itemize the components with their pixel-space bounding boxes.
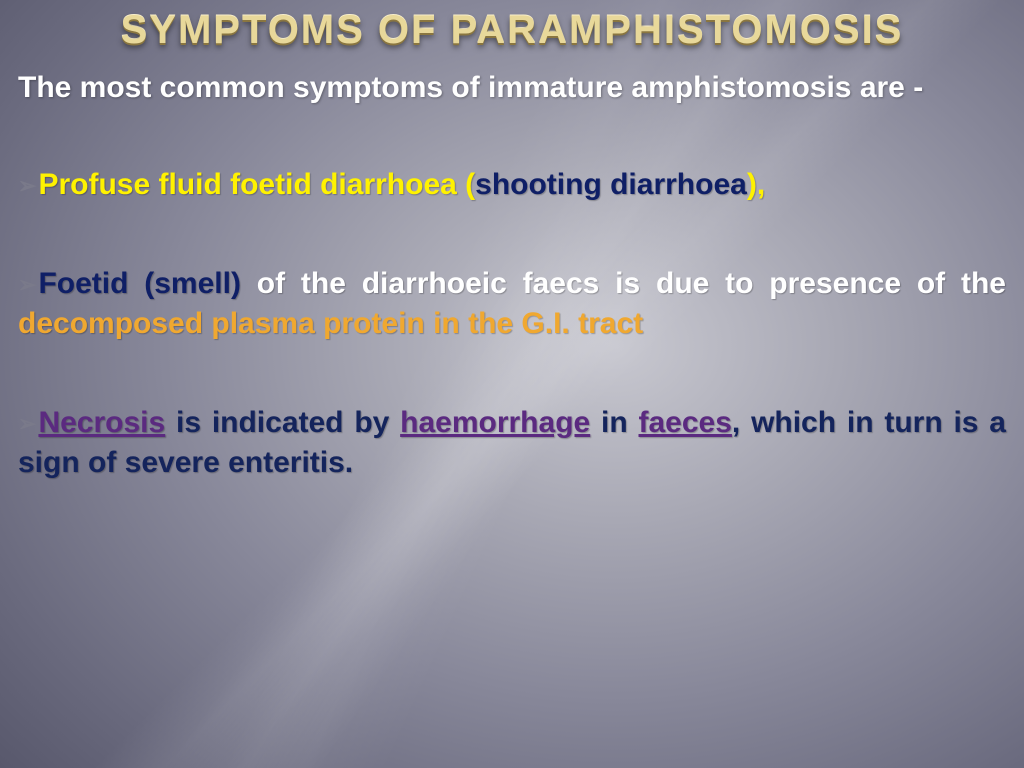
bullet-3-part-2: is indicated by — [165, 406, 400, 439]
bullet-2-part-1: Foetid (smell) — [38, 267, 256, 300]
bullet-2-part-2: of the diarrhoeic faecs is due to presen… — [257, 267, 1006, 300]
bullet-1: ➢Profuse fluid foetid diarrhoea (shootin… — [18, 165, 1006, 206]
bullet-1-part-1: Profuse fluid foetid diarrhoea ( — [38, 168, 475, 201]
chevron-right-icon: ➢ — [18, 409, 36, 439]
bullet-2-part-3: decomposed plasma protein in the G.I. tr… — [18, 307, 643, 340]
slide-title: SYMPTOMS OF PARAMPHISTOMOSIS — [0, 8, 1024, 53]
bullet-3-part-5: faeces — [639, 406, 732, 439]
bullet-3-part-3: haemorrhage — [400, 406, 590, 439]
bullet-2: ➢Foetid (smell) of the diarrhoeic faecs … — [18, 264, 1006, 345]
intro-text: The most common symptoms of immature amp… — [18, 68, 1006, 107]
chevron-right-icon: ➢ — [18, 270, 36, 300]
bullet-3-part-1: Necrosis — [38, 406, 165, 439]
bullet-3-part-4: in — [590, 406, 638, 439]
bullet-1-part-3: ), — [747, 168, 765, 201]
chevron-right-icon: ➢ — [18, 171, 36, 201]
slide: SYMPTOMS OF PARAMPHISTOMOSIS The most co… — [0, 0, 1024, 768]
bullet-1-part-2: shooting diarrhoea — [475, 168, 747, 201]
bullet-3: ➢Necrosis is indicated by haemorrhage in… — [18, 403, 1006, 484]
slide-content: The most common symptoms of immature amp… — [18, 68, 1006, 758]
